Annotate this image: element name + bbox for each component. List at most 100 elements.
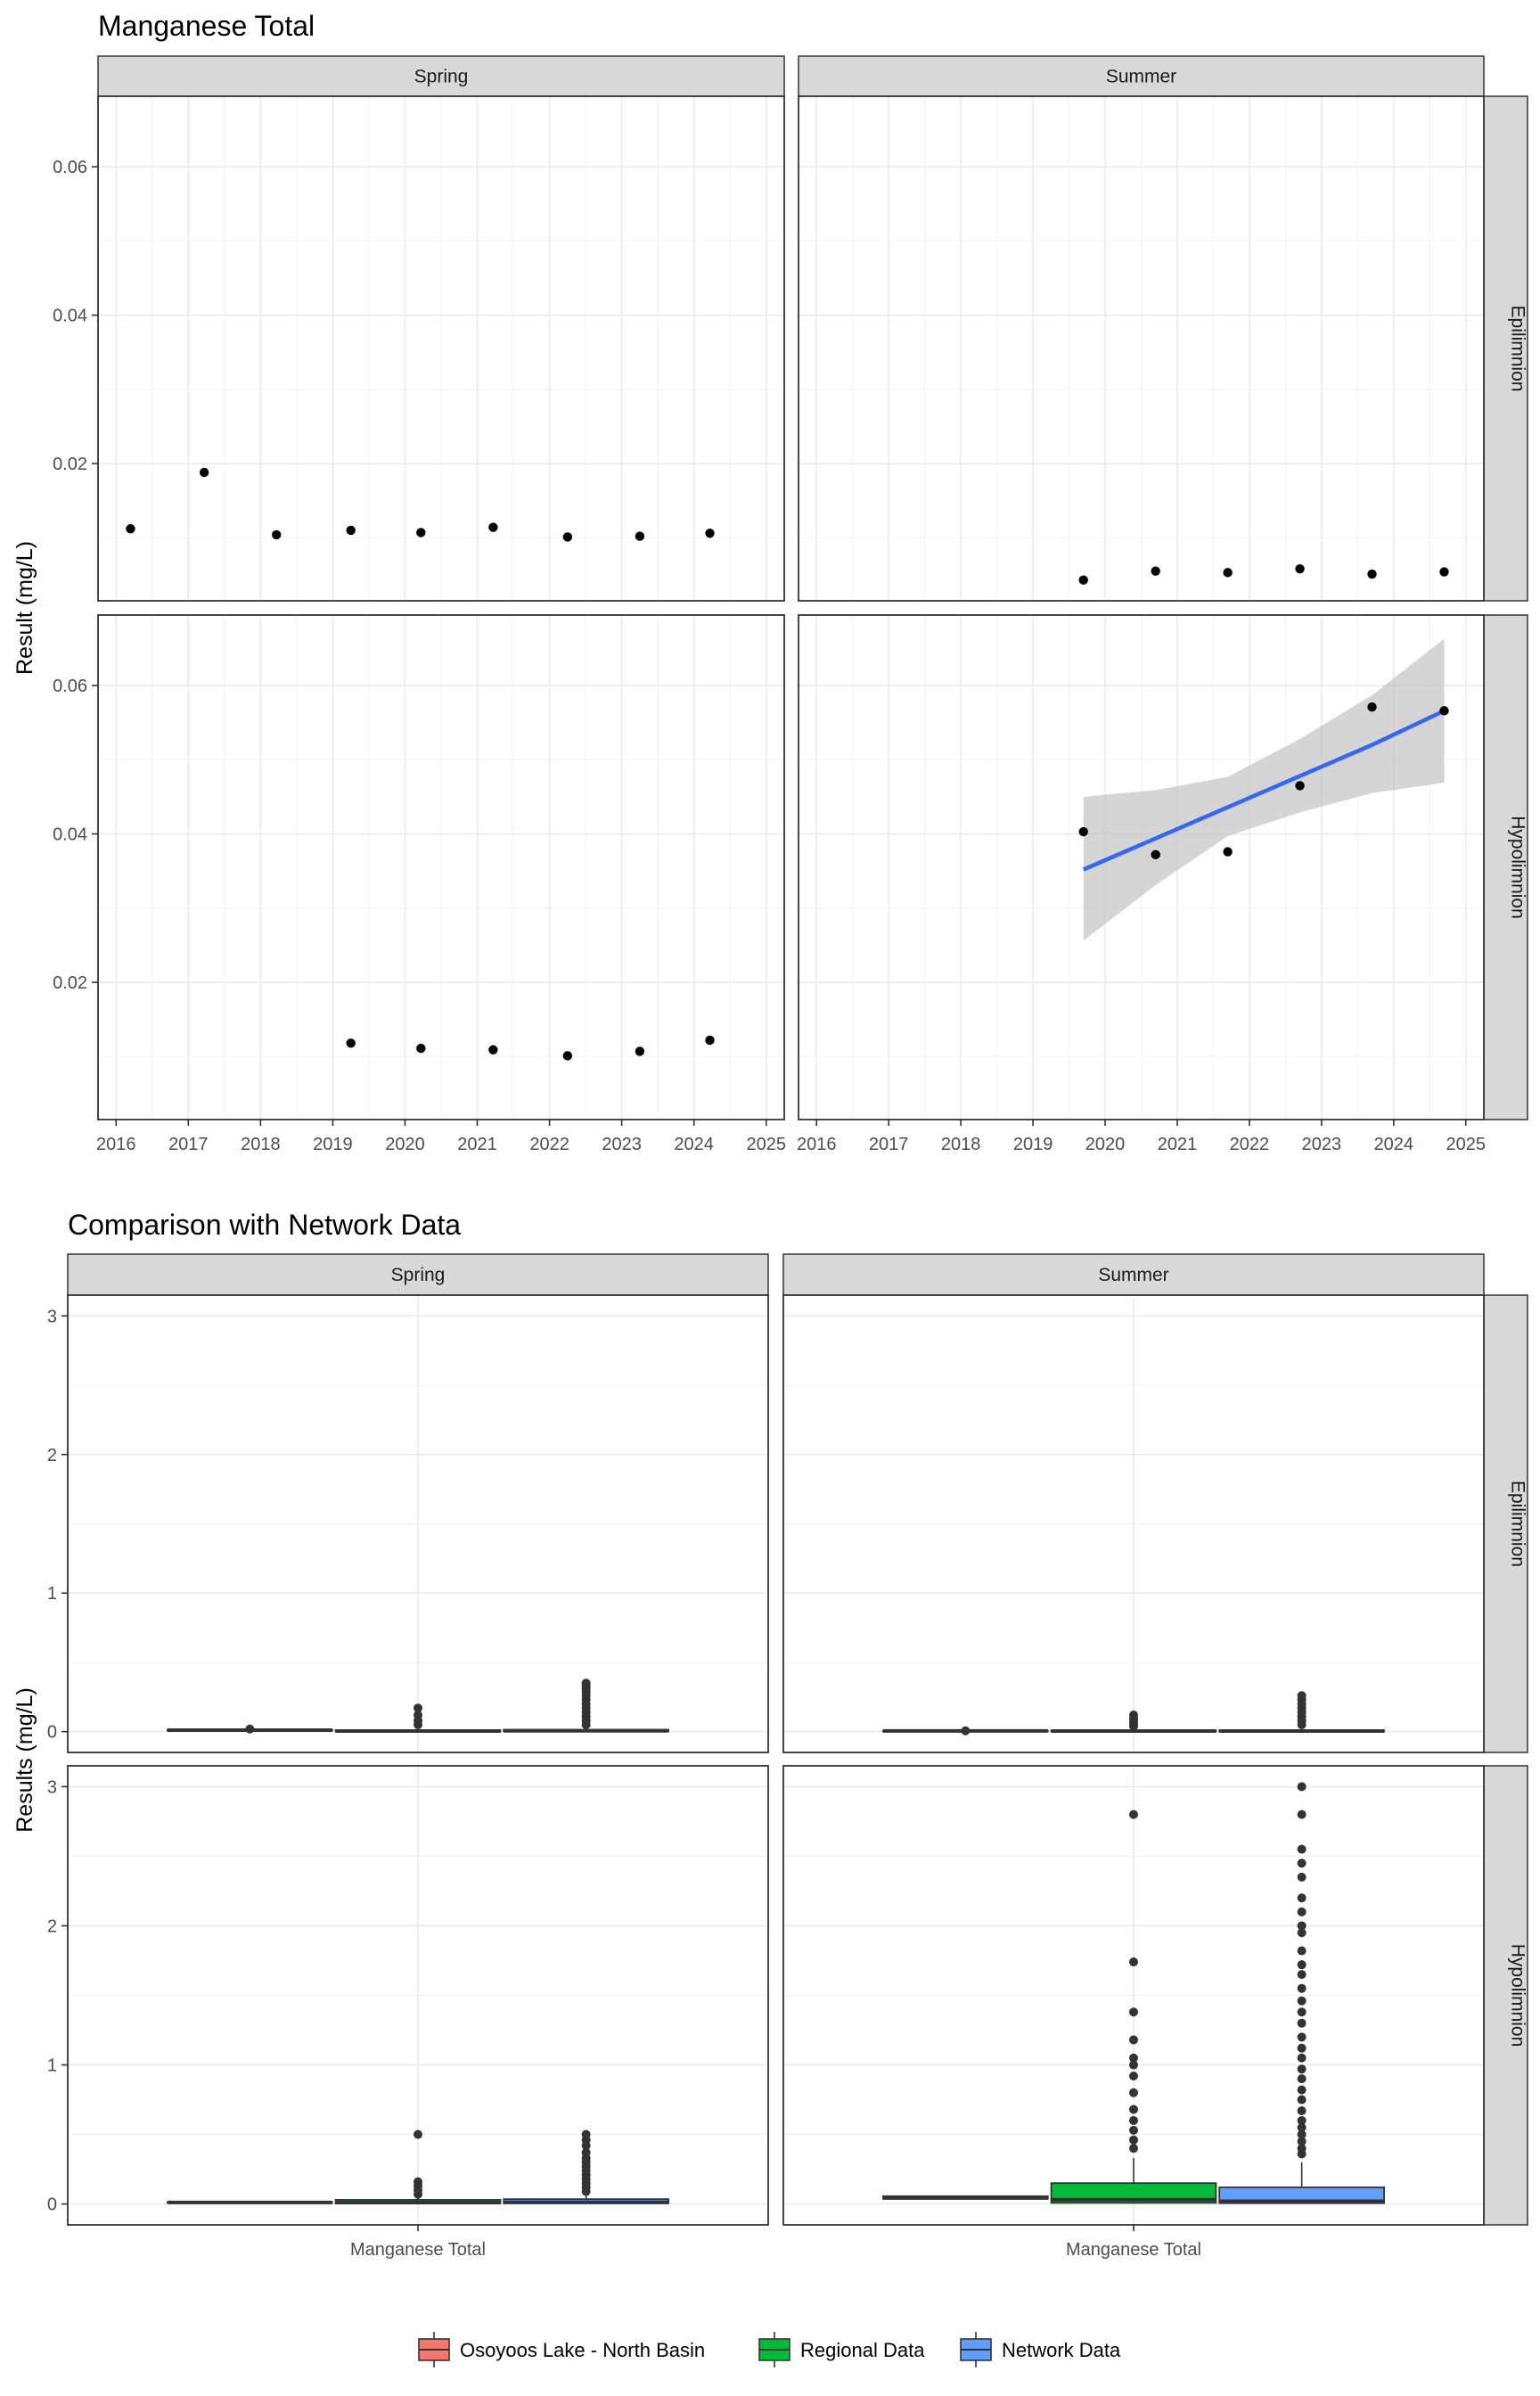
box-summer-hypolimnion-regional-data-outlier [1129, 2072, 1138, 2081]
scatter-spring-hypolimnion-x-tick-label: 2020 [385, 1135, 425, 1154]
scatter-summer-hypolimnion-x-tick-label: 2024 [1374, 1135, 1414, 1154]
box-strip-label-spring: Spring [391, 1265, 446, 1285]
scatter-spring-hypolimnion-panel: 0.02 0.04 0.06 2016 2017 2018 2019 2020 2021 2022… [53, 614, 786, 1154]
box-spring-epilimnion-y-tick-label: 3 [47, 1307, 57, 1326]
box-summer-hypolimnion-network-data-outlier [1297, 2007, 1307, 2017]
scatter-spring-epilimnion-panel: 0.02 0.04 0.06 [53, 95, 785, 602]
box-summer-epilimnion-network-data-outlier [1297, 1691, 1307, 1701]
box-summer-hypolimnion-network-data-outlier [1297, 2074, 1307, 2084]
scatter-spring-epilimnion-point [126, 524, 135, 534]
box-spring-epilimnion-y-tick-label: 1 [47, 1584, 57, 1604]
scatter-summer-hypolimnion-trend-line [1082, 709, 1446, 872]
scatter-summer-epilimnion-point [1151, 566, 1160, 576]
box-summer-hypolimnion-network-data-outlier [1297, 1960, 1307, 1970]
scatter-summer-epilimnion-panel [798, 95, 1485, 602]
box-summer-hypolimnion-network-data-outlier [1297, 2144, 1307, 2154]
box-summer-hypolimnion-regional-data-outlier [1129, 2007, 1138, 2017]
box-summer-epilimnion-panel [782, 1294, 1485, 1753]
box-summer-hypolimnion-network-data-outlier [1297, 1872, 1307, 1882]
scatter-spring-epilimnion-point [635, 531, 645, 541]
box-summer-hypolimnion-regional-data-outlier [1129, 2060, 1138, 2070]
box-spring-hypolimnion-panel: 0 1 2 3 Manganese Total [47, 1765, 769, 2260]
scatter-spring-hypolimnion-x-tick-label: 2018 [241, 1135, 281, 1154]
box-summer-hypolimnion-panel: Manganese Total [782, 1765, 1485, 2260]
box-spring-epilimnion-panel: 0 1 2 3 [47, 1294, 769, 1753]
scatter-spring-hypolimnion-x-tick-label: 2019 [313, 1135, 353, 1154]
scatter-spring-epilimnion-point [199, 467, 209, 478]
scatter-summer-hypolimnion-x-tick-label: 2022 [1230, 1135, 1270, 1154]
scatter-summer-epilimnion-point [1295, 564, 1305, 574]
box-summer-hypolimnion-network-data-outlier [1297, 1983, 1307, 1993]
scatter-summer-epilimnion-point [1078, 575, 1088, 585]
scatter-summer-epilimnion-point [1439, 567, 1449, 577]
scatter-spring-epilimnion-border [97, 95, 785, 602]
legend-label-osoyoos-lake-north-basin: Osoyoos Lake - North Basin [460, 2339, 705, 2361]
box-summer-hypolimnion-regional-data-outlier [1129, 2144, 1138, 2154]
scatter-summer-hypolimnion-point [1439, 706, 1449, 716]
scatter-spring-hypolimnion-x-tick-label: 2016 [96, 1135, 136, 1154]
scatter-summer-hypolimnion-point [1078, 826, 1088, 837]
scatter-summer-hypolimnion-x-tick-label: 2016 [797, 1135, 837, 1154]
scatter-summer-hypolimnion-x-tick-label: 2023 [1302, 1135, 1342, 1154]
scatter-spring-epilimnion-y-tick-label: 0.06 [53, 158, 87, 177]
box-strip-hypolimnion [1483, 1765, 1528, 2226]
box-summer-hypolimnion-network-data-outlier [1297, 2137, 1307, 2146]
box-summer-hypolimnion-network-data-outlier [1297, 2085, 1307, 2095]
box-summer-hypolimnion-network-data-outlier [1297, 1921, 1307, 1931]
box-summer-hypolimnion-network-data-outlier [1297, 2129, 1307, 2139]
box-spring-hypolimnion-network-data-outlier [581, 2129, 591, 2139]
scatter-spring-epilimnion-y-tick-label: 0.04 [53, 307, 87, 326]
scatter-strip-label-summer: Summer [1106, 67, 1176, 87]
scatter-summer-hypolimnion-point [1223, 847, 1233, 857]
box-strip-label-summer: Summer [1098, 1265, 1168, 1285]
scatter-strip-summer [798, 55, 1485, 97]
scatter-spring-hypolimnion-y-tick-label: 0.06 [53, 677, 87, 696]
box-summer-hypolimnion-network-data-outlier [1297, 1928, 1307, 1938]
box-spring-hypolimnion-regional-data-outlier [414, 2177, 422, 2187]
scatter-summer-hypolimnion-x-tick-label: 2025 [1446, 1135, 1487, 1154]
box-summer-hypolimnion-regional-data-outlier [1129, 2115, 1138, 2125]
legend: Osoyoos Lake - North Basin Regional Data N… [418, 2332, 1121, 2367]
box-summer-hypolimnion-regional-data-outlier [1129, 2053, 1138, 2063]
scatter-spring-hypolimnion-x-tick-label: 2023 [602, 1135, 642, 1154]
scatter-spring-epilimnion-point [272, 529, 282, 540]
scatter-spring-hypolimnion-x-tick-label: 2022 [529, 1135, 569, 1154]
box-y-axis-title: Results (mg/L) [12, 1687, 37, 1833]
scatter-summer-hypolimnion-x-tick-label: 2020 [1085, 1135, 1126, 1154]
scatter-strip-label-epilimnion: Epilimnion [1508, 306, 1528, 392]
scatter-spring-hypolimnion-point [705, 1035, 715, 1046]
box-summer-hypolimnion-network-data-outlier [1297, 2053, 1307, 2063]
box-summer-hypolimnion-regional-data-outlier [1129, 2088, 1138, 2097]
box-title: Comparison with Network Data [68, 1209, 461, 1241]
scatter-spring-epilimnion-y-tick-label: 0.02 [53, 455, 87, 474]
legend-label-network-data: Network Data [1002, 2339, 1121, 2361]
box-spring-hypolimnion-x-tick-label: Manganese Total [350, 2240, 486, 2260]
scatter-strip-label-spring: Spring [414, 67, 469, 87]
scatter-spring-hypolimnion-border [97, 614, 785, 1120]
scatter-strip-hypolimnion [1483, 614, 1528, 1120]
box-spring-hypolimnion-y-tick-label: 3 [47, 1777, 57, 1797]
scatter-spring-hypolimnion-x-tick-label: 2024 [674, 1135, 714, 1154]
box-summer-hypolimnion-network-data-outlier [1297, 2122, 1307, 2132]
scatter-spring-hypolimnion-y-tick-label: 0.02 [53, 973, 87, 993]
scatter-spring-hypolimnion-point [416, 1043, 426, 1054]
box-summer-hypolimnion-network-data-outlier [1297, 2032, 1307, 2042]
box-summer-epilimnion-border [782, 1294, 1485, 1753]
box-summer-hypolimnion-network-data-box [1218, 2186, 1385, 2204]
scatter-spring-hypolimnion-x-tick-label: 2017 [168, 1135, 209, 1154]
box-summer-hypolimnion-network-data-outlier [1297, 1996, 1307, 2006]
scatter-summer-hypolimnion-point [1151, 849, 1160, 860]
box-strip-label-hypolimnion: Hypolimnion [1508, 1944, 1528, 2047]
box-spring-epilimnion-regional-data-outlier [414, 1703, 422, 1713]
scatter-spring-hypolimnion-point [635, 1046, 645, 1056]
scatter-spring-hypolimnion-point [488, 1045, 498, 1054]
box-spring-epilimnion-regional-data-outlier [414, 1711, 422, 1720]
box-spring-epilimnion-border [67, 1294, 769, 1753]
scatter-summer-epilimnion-point [1367, 569, 1377, 579]
legend-label-regional-data: Regional Data [800, 2339, 925, 2361]
box-strip-label-epilimnion: Epilimnion [1508, 1481, 1528, 1567]
box-summer-hypolimnion-regional-data-outlier [1129, 1957, 1138, 1967]
scatter-spring-hypolimnion-x-tick-label: 2025 [746, 1135, 786, 1154]
box-spring-hypolimnion-regional-data-outlier [414, 2129, 422, 2139]
